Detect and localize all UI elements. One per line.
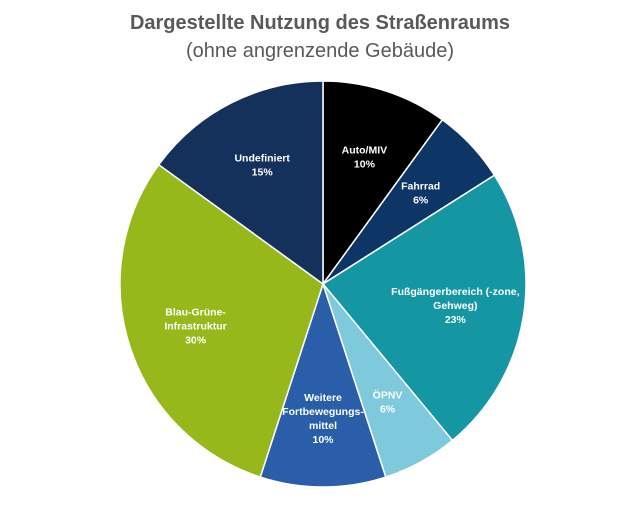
slice-category-label: mittel (309, 420, 337, 432)
slice-label-1: Fahrrad 6% (401, 180, 440, 206)
slice-value-label: 10% (312, 434, 334, 446)
slice-category-label: Weitere (304, 392, 342, 404)
pie-slice-0 (322, 80, 444, 287)
chart-subtitle: (ohne angrenzende Gebäude) (186, 40, 454, 62)
pie-slice-4 (259, 281, 387, 488)
slice-value-label: 10% (354, 159, 376, 171)
pie-slices (119, 80, 527, 488)
slice-value-label: 6% (380, 403, 396, 415)
slice-category-label: Fahrrad (401, 180, 440, 192)
slice-value-label: 23% (445, 314, 467, 326)
slice-label-0: Auto/MIV 10% (342, 145, 388, 171)
slice-value-label: 15% (252, 167, 274, 179)
slice-label-3: ÖPNV 6% (373, 388, 403, 415)
slice-value-label: 30% (185, 334, 207, 346)
pie-slice-2 (321, 174, 527, 442)
pie-slice-5 (119, 163, 324, 479)
slice-label-4: Weitere Fortbewegungs-mittel 10% (282, 392, 364, 446)
slice-category-label: ÖPNV (373, 388, 403, 401)
slice-value-label: 6% (413, 194, 429, 206)
slice-label-6: Undefiniert 15% (234, 153, 290, 179)
slice-category-label: Gehweg) (433, 300, 477, 312)
pie-slice-6 (157, 80, 324, 286)
slice-label-2: Fußgängerbereich (-zone, Gehweg) 23% (391, 286, 519, 326)
chart-title: Dargestellte Nutzung des Straßenraums (129, 12, 511, 34)
slice-category-label: Infrastruktur (164, 320, 226, 332)
slice-category-label: Blau-Grüne- (165, 306, 226, 318)
pie-labels: Auto/MIV 10% Fahrrad 6% Fußgängerbereich (-z… (164, 145, 519, 446)
slice-category-label: Fußgängerbereich (-zone, (391, 286, 519, 298)
slice-category-label: Auto/MIV (342, 145, 388, 157)
slice-label-5: Blau-Grüne- Infrastruktur 30% (164, 306, 226, 346)
slice-category-label: Fortbewegungs- (282, 406, 364, 418)
slice-category-label: Undefiniert (234, 153, 290, 165)
